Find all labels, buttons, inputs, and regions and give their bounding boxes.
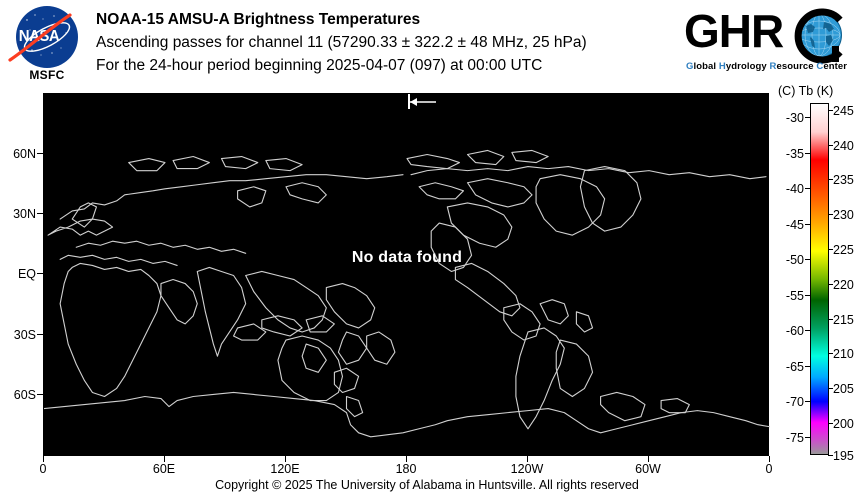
channel-subtitle: Ascending passes for channel 11 (57290.3…: [96, 34, 587, 51]
cb-k-label-195: 195: [833, 449, 854, 463]
ytick-label-30n: 30N: [13, 207, 36, 221]
colorbar-gradient: [810, 103, 829, 455]
xtick-label-60w: 60W: [635, 462, 661, 476]
colorbar-header: (C) Tb (K): [778, 84, 834, 98]
cb-k-tick-210: [828, 353, 833, 354]
xtick-label-360: 0: [765, 462, 773, 476]
ytick-mark-eq: [37, 273, 43, 274]
cb-c-tick--50: [805, 259, 810, 260]
cb-c-label--30: -30: [785, 111, 804, 125]
ghrc-wordmark: GHR: [684, 5, 784, 57]
xtick-label-120w: 120W: [510, 462, 544, 476]
xtick-mark-120e: [285, 456, 286, 462]
cb-k-tick-215: [828, 319, 833, 320]
ytick-mark-60s: [37, 394, 43, 395]
scan-start-marker-icon: [408, 94, 436, 109]
cb-c-label--65: -65: [785, 360, 804, 374]
cb-k-tick-235: [828, 179, 833, 180]
cb-c-tick--55: [805, 295, 810, 296]
cb-c-tick--70: [805, 401, 810, 402]
xtick-mark-60e: [164, 456, 165, 462]
cb-k-label-240: 240: [833, 139, 854, 153]
period-subtitle: For the 24-hour period beginning 2025-04…: [96, 57, 543, 74]
coastline-layer: [44, 149, 770, 438]
cb-k-label-200: 200: [833, 417, 854, 431]
xtick-label-60e: 60E: [152, 462, 176, 476]
cb-k-tick-205: [828, 388, 833, 389]
no-data-message: No data found: [351, 249, 463, 266]
cb-c-tick--35: [805, 153, 810, 154]
cb-c-label--70: -70: [785, 395, 804, 409]
title-block: NOAA-15 AMSU-A Brightness Temperatures A…: [96, 8, 676, 77]
cb-c-tick--75: [805, 437, 810, 438]
xtick-mark-60w: [648, 456, 649, 462]
nasa-center-label: MSFC: [29, 68, 65, 82]
nasa-swoosh-icon: [8, 13, 72, 62]
ghrc-tagline: Global Hydrology Resource Center: [686, 61, 848, 72]
ytick-label-60s: 60S: [13, 388, 36, 402]
cb-c-tick--40: [805, 188, 810, 189]
ghrc-c-ring-icon: [794, 8, 843, 64]
cb-k-tick-230: [828, 214, 833, 215]
cb-k-label-225: 225: [833, 243, 854, 257]
cb-k-label-220: 220: [833, 278, 854, 292]
cb-c-tick--30: [805, 117, 810, 118]
cb-k-tick-225: [828, 249, 833, 250]
cb-c-label--55: -55: [785, 289, 804, 303]
cb-k-label-235: 235: [833, 173, 854, 187]
ytick-mark-60n: [37, 153, 43, 154]
cb-k-label-210: 210: [833, 347, 854, 361]
cb-c-tick--45: [805, 224, 810, 225]
cb-k-label-215: 215: [833, 313, 854, 327]
cb-k-tick-220: [828, 284, 833, 285]
ytick-mark-30s: [37, 334, 43, 335]
cb-c-tick--65: [805, 366, 810, 367]
xtick-mark-120w: [527, 456, 528, 462]
cb-k-tick-200: [828, 423, 833, 424]
ytick-mark-30n: [37, 213, 43, 214]
cb-c-label--60: -60: [785, 324, 804, 338]
cb-k-tick-245: [828, 110, 833, 111]
ytick-label-eq: EQ: [17, 267, 36, 281]
ghrc-logo: GHR Global Hydrology Resource Center: [684, 6, 850, 78]
cb-k-label-230: 230: [833, 208, 854, 222]
ytick-label-30s: 30S: [13, 328, 36, 342]
cb-c-label--35: -35: [785, 147, 804, 161]
copyright-notice: Copyright © 2025 The University of Alaba…: [215, 478, 639, 492]
cb-k-tick-240: [828, 145, 833, 146]
cb-k-label-245: 245: [833, 104, 854, 118]
cb-k-tick-195: [828, 455, 833, 456]
nasa-logo: NASA MSFC: [8, 6, 86, 82]
xtick-label-0e: 0: [39, 462, 47, 476]
cb-c-label--75: -75: [785, 431, 804, 445]
cb-k-label-205: 205: [833, 382, 854, 396]
xtick-mark-360: [769, 456, 770, 462]
xtick-label-180: 180: [395, 462, 417, 476]
xtick-mark-0e: [43, 456, 44, 462]
page-title: NOAA-15 AMSU-A Brightness Temperatures: [96, 11, 421, 28]
cb-c-label--40: -40: [785, 182, 804, 196]
ytick-label-60n: 60N: [13, 147, 36, 161]
map-canvas[interactable]: No data found: [43, 93, 770, 456]
cb-c-tick--60: [805, 330, 810, 331]
cb-c-label--50: -50: [785, 253, 804, 267]
xtick-label-120e: 120E: [270, 462, 300, 476]
xtick-mark-180: [406, 456, 407, 462]
cb-c-label--45: -45: [785, 218, 804, 232]
